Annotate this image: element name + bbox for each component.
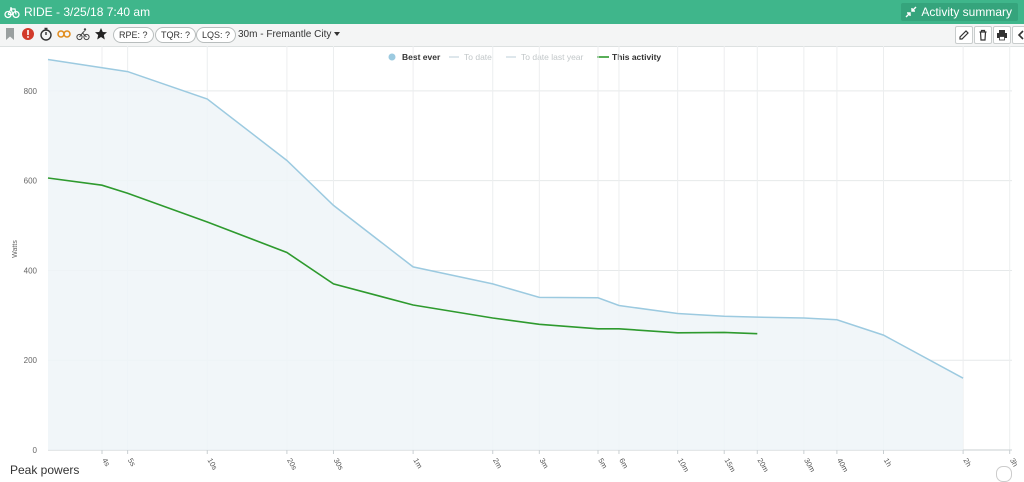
x-tick-label: 1h (882, 457, 894, 469)
legend-item[interactable]: This activity (597, 52, 661, 62)
legend-label: To date (464, 52, 492, 62)
edit-button[interactable] (955, 26, 973, 44)
route-dropdown[interactable]: 30m - Fremantle City (238, 29, 341, 41)
activity-summary-label: Activity summary (921, 5, 1012, 19)
legend-label: Best ever (402, 52, 441, 62)
back-button[interactable] (1012, 26, 1024, 44)
collapse-arrows-icon (905, 6, 917, 18)
best-ever-area (48, 59, 964, 450)
activity-toolbar: RPE: ? TQR: ? LQS: ? 30m - Fremantle Cit… (0, 24, 1024, 47)
chart-legend: Best ever To date To date last year This ac… (388, 52, 661, 62)
y-tick-label: 600 (24, 177, 38, 186)
x-tick-label: 40m (835, 457, 850, 473)
chart-series (47, 58, 964, 450)
rider-icon[interactable] (76, 27, 90, 41)
x-tick-label: 10s (206, 457, 220, 472)
x-tick-label: 10m (676, 457, 691, 473)
title-bar: RIDE - 3/25/18 7:40 am Activity summary (0, 0, 1024, 24)
x-tick-label: 2m (491, 457, 504, 471)
peak-powers-heading: Peak powers (10, 463, 80, 477)
legend-swatch (388, 53, 396, 61)
x-tick-label: 3m (538, 457, 551, 471)
legend-item[interactable]: Best ever (388, 52, 441, 62)
alert-icon[interactable] (21, 27, 35, 41)
x-tick-label: 1m (411, 457, 424, 471)
print-icon (997, 30, 1007, 41)
peak-power-chart: Best ever To date To date last year This ac… (12, 46, 1020, 472)
print-button[interactable] (993, 26, 1011, 44)
x-tick-label: 20m (756, 457, 771, 473)
x-tick-label: 30s (332, 457, 346, 472)
activity-title: RIDE - 3/25/18 7:40 am (24, 5, 151, 19)
y-tick-label: 0 (33, 446, 38, 455)
stopwatch-icon[interactable] (39, 27, 53, 41)
y-tick-label: 200 (24, 356, 38, 365)
x-tick-label: 2h (961, 457, 973, 469)
chevron-down-icon (334, 32, 341, 37)
legend-item[interactable]: To date (449, 52, 492, 62)
rpe-button[interactable]: RPE: ? (113, 27, 154, 43)
bicycle-icon (4, 7, 20, 19)
legend-label: This activity (612, 52, 661, 62)
x-tick-label: 6m (617, 457, 630, 471)
route-label: 30m - Fremantle City (238, 29, 332, 40)
this-activity-line (47, 177, 758, 335)
x-tick-label: 15m (722, 457, 737, 473)
delete-button[interactable] (974, 26, 992, 44)
legend-item[interactable]: To date last year (506, 52, 584, 62)
back-icon (1017, 30, 1024, 40)
x-axis: 4s 5s 10s 20s 30s 1m 2m 3m 5m 6m 10m 15m 20m 30m 40m 1h… (100, 450, 1020, 472)
x-tick-label: 5s (126, 457, 138, 469)
lqs-button[interactable]: LQS: ? (196, 27, 237, 43)
y-tick-label: 800 (24, 87, 38, 96)
x-tick-label: 3h (1008, 457, 1020, 469)
bookmark-icon[interactable] (3, 27, 17, 41)
x-tick-label: 30m (802, 457, 817, 473)
star-icon[interactable] (94, 27, 108, 41)
y-axis: 0 200 400 600 800 (24, 87, 38, 455)
x-tick-label: 4s (100, 457, 112, 469)
edit-icon (959, 30, 969, 40)
y-tick-label: 400 (24, 266, 38, 275)
x-tick-label: 20s (285, 457, 299, 472)
y-axis-title: Watts (12, 240, 19, 258)
goggles-icon[interactable] (57, 27, 71, 41)
best-ever-line (47, 58, 964, 379)
tqr-button[interactable]: TQR: ? (155, 27, 197, 43)
scroll-button[interactable] (996, 466, 1012, 482)
legend-label: To date last year (521, 52, 584, 62)
delete-icon (979, 29, 987, 41)
activity-summary-button[interactable]: Activity summary (901, 3, 1018, 21)
x-tick-label: 5m (596, 457, 609, 471)
